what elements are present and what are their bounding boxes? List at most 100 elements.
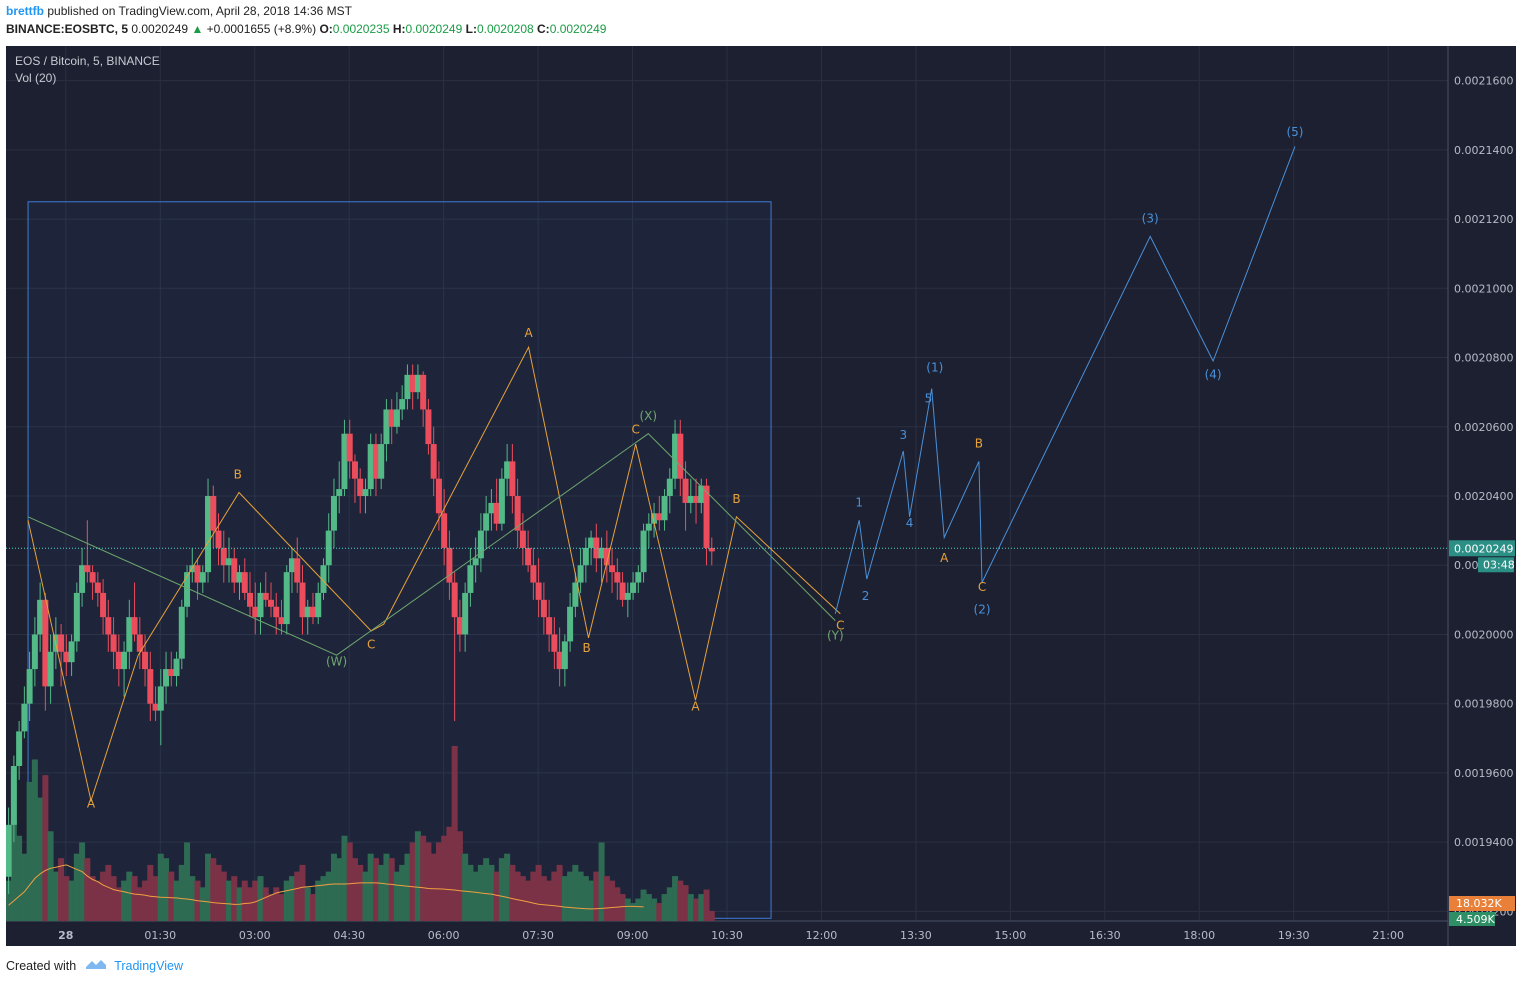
candle-body xyxy=(294,558,301,583)
candle xyxy=(677,419,684,496)
candle xyxy=(315,582,322,625)
candle xyxy=(399,385,406,420)
candle xyxy=(142,634,149,687)
candle-body xyxy=(257,592,264,618)
candle-body xyxy=(393,409,400,427)
volume-bar xyxy=(351,858,358,921)
symbol-label: BINANCE:EOSBTC, 5 xyxy=(6,22,129,36)
candle xyxy=(47,634,54,704)
candle-body xyxy=(147,669,154,704)
candle xyxy=(121,641,128,697)
volume-bar xyxy=(530,871,537,921)
chart-panel[interactable]: A B C (W) A B C (X) A B C (Y) 1 2 3 4 5 (1) A B C (2) (3) (4) (5… xyxy=(6,46,1516,946)
elliott-wave-line xyxy=(981,146,1296,583)
candle-body xyxy=(556,651,563,670)
candle-body xyxy=(341,433,348,490)
candle-body xyxy=(100,592,107,618)
volume-bar xyxy=(357,864,364,921)
candle xyxy=(666,468,673,514)
volume-bar xyxy=(257,876,264,921)
candle xyxy=(126,599,133,670)
candle xyxy=(619,572,626,607)
wave-label: 5 xyxy=(925,392,933,406)
price-chart[interactable]: ABC(W)ABC(X)ABC(Y)12345(1)ABC(2)(3)(4)(5… xyxy=(6,46,1516,946)
candle xyxy=(556,627,563,687)
candle-body xyxy=(708,547,715,552)
candle-body xyxy=(236,572,243,583)
volume-bar xyxy=(483,858,490,921)
wave-label: C xyxy=(367,637,375,651)
volume-bar xyxy=(189,876,196,921)
candle xyxy=(147,651,154,721)
candle-body xyxy=(42,599,49,687)
countdown-badge-text: 03:48 xyxy=(1483,558,1515,571)
x-tick-label: 21:00 xyxy=(1372,929,1404,942)
series-legend[interactable]: EOS / Bitcoin, 5, BINANCE xyxy=(15,54,160,68)
candle xyxy=(430,426,437,496)
candle-body xyxy=(404,374,411,400)
volume-bar xyxy=(493,871,500,921)
wave-label: (5) xyxy=(1286,125,1303,139)
candle-body xyxy=(205,496,212,573)
candle-body xyxy=(603,547,610,566)
volume-bar xyxy=(393,871,400,921)
elliott-wave-line xyxy=(834,388,933,614)
candle-body xyxy=(698,485,705,503)
candle xyxy=(372,433,379,496)
candle-body xyxy=(131,617,138,635)
volume-bar xyxy=(126,871,133,921)
candle-body xyxy=(430,444,437,479)
candle xyxy=(493,478,500,531)
candle-body xyxy=(666,478,673,496)
volume-bar xyxy=(651,898,658,921)
volume-bar xyxy=(614,887,621,921)
candle xyxy=(152,686,159,721)
candle-body xyxy=(572,582,579,607)
candle-body xyxy=(315,592,322,618)
candle-body xyxy=(278,617,285,625)
candle xyxy=(184,565,191,618)
y-tick-label: 0.0021400 xyxy=(1454,144,1514,157)
author-link[interactable]: brettfb xyxy=(6,4,44,18)
candle-body xyxy=(514,496,521,531)
volume-bar xyxy=(624,898,631,921)
volume-bar xyxy=(52,871,59,921)
candle xyxy=(26,651,33,721)
volume-bar xyxy=(320,876,327,921)
y-tick-label: 0.0020800 xyxy=(1454,352,1514,365)
volume-bar xyxy=(283,880,290,921)
volume-bar xyxy=(399,864,406,921)
tradingview-link[interactable]: TradingView xyxy=(114,958,183,973)
volume-bar xyxy=(278,894,285,921)
candle-body xyxy=(58,634,65,652)
volume-bar xyxy=(593,871,600,921)
candle xyxy=(698,478,705,514)
candle xyxy=(115,634,122,687)
candle-body xyxy=(504,461,511,479)
volume-bar xyxy=(205,853,212,921)
volume-bar xyxy=(598,842,605,921)
x-tick-label: 13:30 xyxy=(900,929,932,942)
y-tick-label: 0.0021000 xyxy=(1454,282,1514,295)
volume-bar xyxy=(619,894,626,921)
candle xyxy=(31,617,38,687)
candle-body xyxy=(535,582,542,600)
low-value: 0.0020208 xyxy=(476,22,534,36)
candle-body xyxy=(488,502,495,514)
volume-bar xyxy=(100,871,107,921)
candle xyxy=(603,530,610,583)
candle-body xyxy=(105,617,112,635)
candle xyxy=(10,755,17,843)
candle xyxy=(136,617,143,670)
volume-bar xyxy=(31,759,38,921)
volume-bar xyxy=(63,876,70,921)
volume-bar xyxy=(105,864,112,921)
candle xyxy=(330,478,337,548)
volume-legend[interactable]: Vol (20) xyxy=(15,71,57,85)
candle xyxy=(572,572,579,618)
candle xyxy=(362,478,369,514)
volume-bar xyxy=(588,880,595,921)
candle xyxy=(525,530,532,573)
candle xyxy=(178,599,185,670)
volume-bar xyxy=(58,858,65,921)
